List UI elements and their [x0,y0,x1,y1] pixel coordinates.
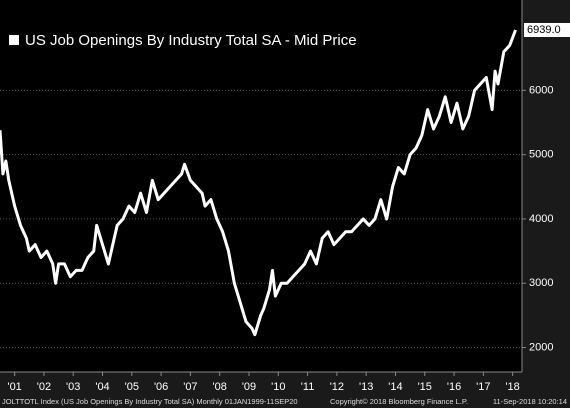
footer: 11-Sep-2018 10:20:14 [493,397,567,406]
x-tick-label: '16 [447,381,461,393]
y-tick-label: 4000 [529,213,553,225]
value-label: 6939.0 [527,24,561,36]
x-tick-label: '07 [183,381,197,393]
legend-swatch [9,35,19,45]
x-tick-label: '10 [271,381,285,393]
x-tick-label: '11 [301,381,315,393]
y-tick-label: 5000 [529,149,553,161]
footer: JOLTTOTL Index (US Job Openings By Indus… [2,397,298,406]
chart-title: US Job Openings By Industry Total SA - M… [25,32,357,49]
y-tick-label: 6000 [529,84,553,96]
plot-area [0,0,522,372]
value-label-box [524,22,570,37]
y-tick-label: 2000 [529,341,553,353]
x-tick-label: '18 [505,381,519,393]
x-tick-label: '02 [37,381,51,393]
line [0,29,517,337]
x-tick-label: '08 [213,381,227,393]
x-tick-label: '14 [388,381,402,393]
x-tick-label: '12 [330,381,344,393]
x-tick-label: '04 [95,381,109,393]
footer: Copyright© 2018 Bloomberg Finance L.P. [330,397,468,406]
x-tick-label: '01 [7,381,21,393]
x-tick-label: '13 [359,381,373,393]
x-tick-label: '06 [154,381,168,393]
x-tick-label: '03 [66,381,80,393]
x-tick-label: '15 [418,381,432,393]
x-tick-label: '05 [125,381,139,393]
x-tick-label: '09 [242,381,256,393]
x-tick-label: '17 [476,381,490,393]
y-tick-label: 3000 [529,277,553,289]
